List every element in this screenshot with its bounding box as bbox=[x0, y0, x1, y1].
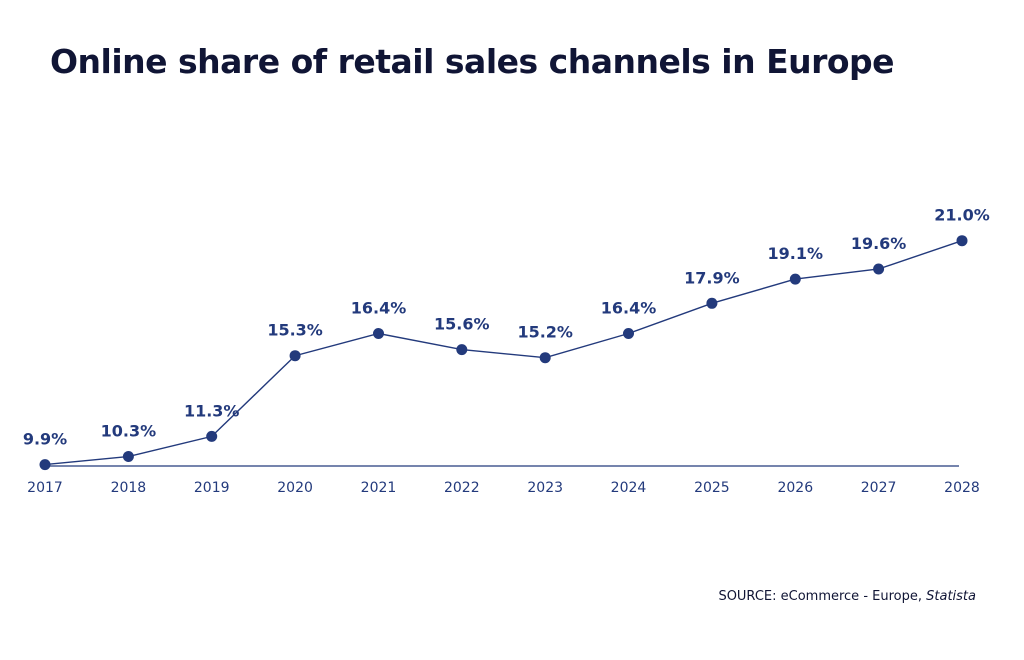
data-label: 17.9% bbox=[684, 268, 740, 287]
data-label: 10.3% bbox=[101, 422, 157, 441]
data-label: 15.3% bbox=[267, 321, 323, 340]
data-point bbox=[456, 344, 468, 356]
data-label: 15.6% bbox=[434, 315, 490, 334]
x-tick-label: 2021 bbox=[361, 480, 397, 496]
x-tick-label: 2024 bbox=[611, 480, 647, 496]
x-tick-label: 2022 bbox=[444, 480, 480, 496]
data-label: 9.9% bbox=[23, 430, 67, 449]
data-label: 21.0% bbox=[934, 206, 990, 225]
chart-title: Online share of retail sales channels in… bbox=[50, 42, 895, 81]
x-tick-label: 2020 bbox=[277, 480, 313, 496]
x-tick-labels: 2017 2018 2019 2020 2021 2022 2023 2024 2025 2026… bbox=[27, 480, 980, 496]
data-point bbox=[373, 328, 384, 339]
data-label: 16.4% bbox=[601, 299, 657, 318]
data-label: 19.1% bbox=[768, 244, 824, 263]
data-point bbox=[873, 263, 885, 275]
data-point bbox=[39, 459, 51, 471]
data-point bbox=[289, 350, 301, 362]
data-point bbox=[789, 273, 801, 285]
x-tick-label: 2017 bbox=[27, 480, 63, 496]
x-tick-label: 2023 bbox=[527, 480, 563, 496]
series-line bbox=[44, 240, 963, 466]
data-point bbox=[206, 430, 218, 442]
x-tick-label: 2025 bbox=[694, 480, 730, 496]
x-tick-label: 2027 bbox=[861, 480, 897, 496]
source-name: Statista bbox=[926, 589, 976, 604]
data-label: 11.3% bbox=[184, 401, 240, 420]
source-note: SOURCE: eCommerce - Europe, Statista bbox=[718, 589, 976, 604]
data-point bbox=[706, 297, 718, 309]
x-tick-label: 2018 bbox=[111, 480, 147, 496]
data-point bbox=[539, 352, 551, 364]
data-point bbox=[956, 235, 968, 247]
source-prefix: SOURCE: eCommerce - Europe, bbox=[718, 589, 927, 604]
x-tick-label: 2019 bbox=[194, 480, 230, 496]
x-tick-label: 2026 bbox=[777, 480, 813, 496]
data-point bbox=[122, 451, 134, 462]
data-labels: 9.9% 10.3% 11.3% 15.3% 16.4% 15.6% 15.2% 16.4% 1… bbox=[23, 206, 990, 449]
data-points bbox=[39, 235, 968, 471]
data-label: 19.6% bbox=[851, 234, 907, 253]
data-label: 15.2% bbox=[517, 323, 573, 342]
data-label: 16.4% bbox=[351, 299, 407, 318]
x-tick-label: 2028 bbox=[944, 480, 980, 496]
data-point bbox=[623, 328, 634, 339]
